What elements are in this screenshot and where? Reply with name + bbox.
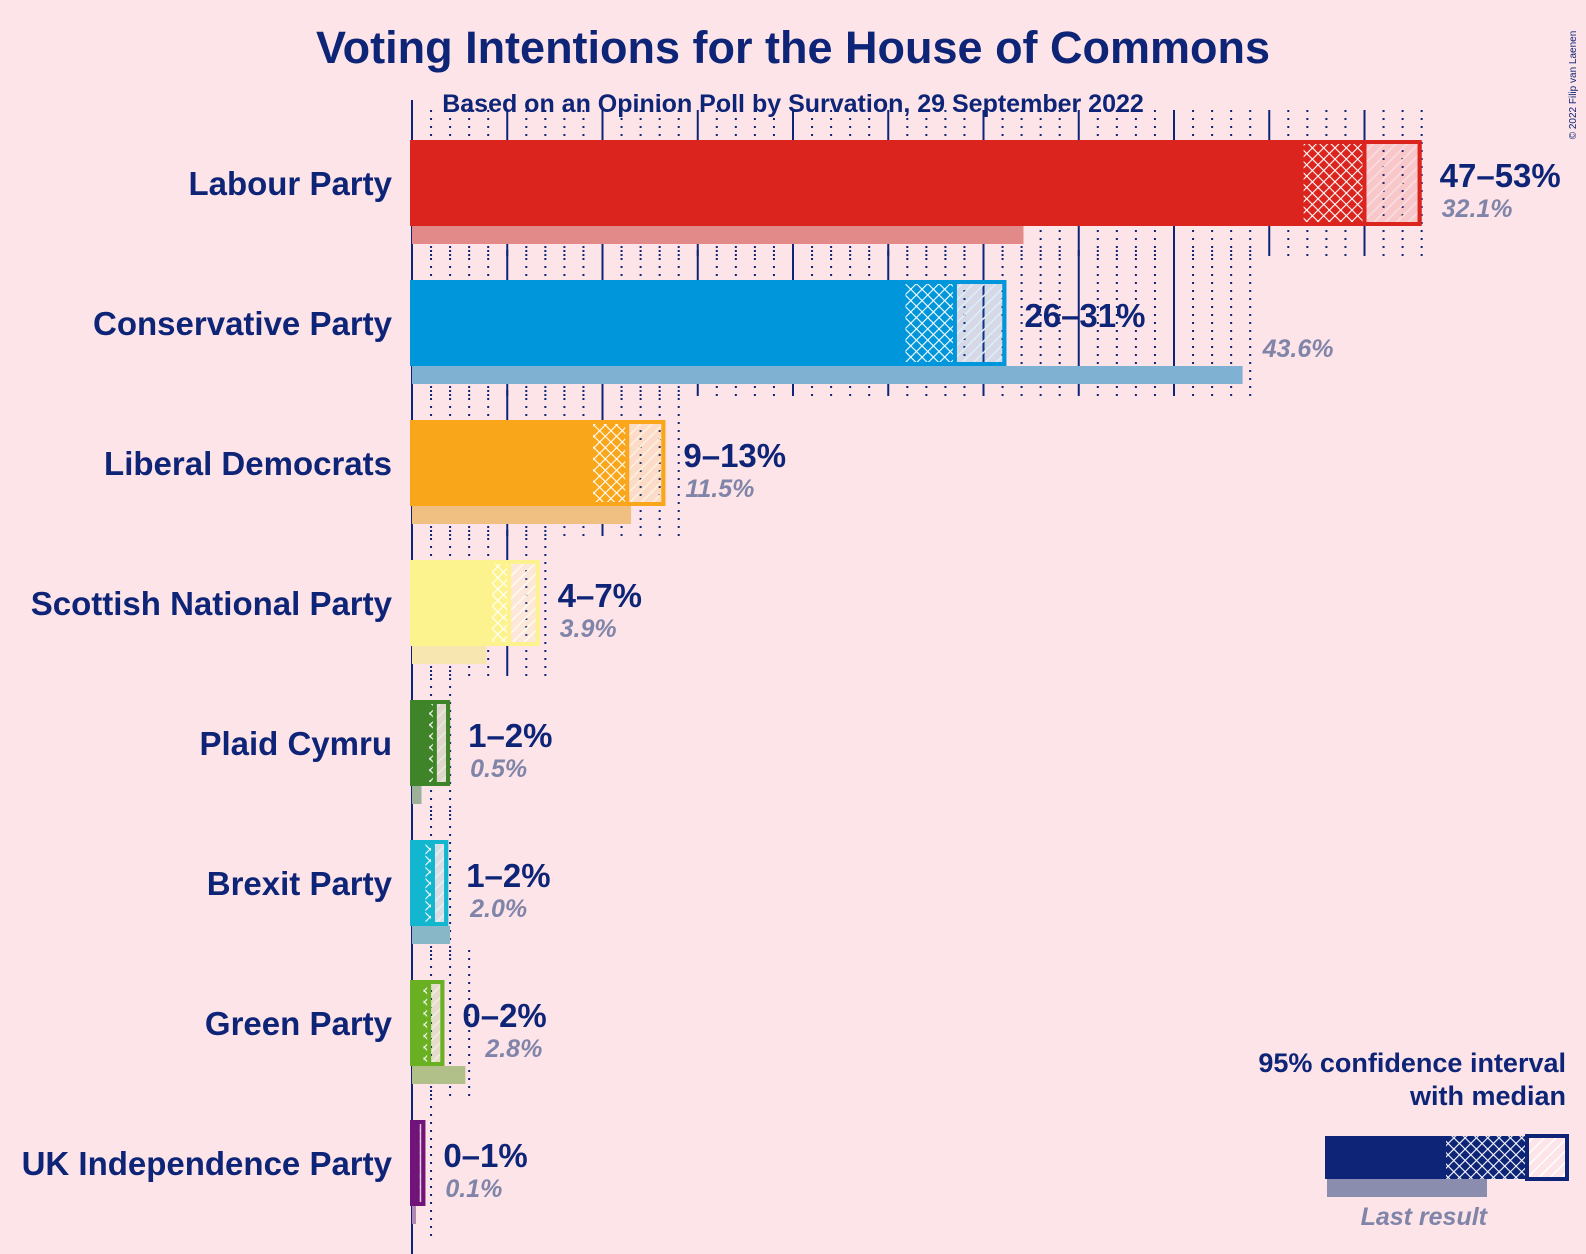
interval-outline: [901, 280, 1007, 366]
last-result-label: 0.1%: [445, 1175, 502, 1203]
last-result-label: 0.5%: [470, 755, 527, 783]
interval-bar-solid: [410, 840, 424, 926]
interval-bar-upper-tint: [509, 562, 538, 644]
interval-bar-solid: [410, 420, 592, 506]
interval-outline: [589, 420, 666, 506]
interval-bar-upper-tint: [417, 1122, 424, 1204]
legend-last-result-bar: [1327, 1179, 1487, 1197]
interval-bar-lower-pattern: [427, 700, 435, 786]
party-label: Liberal Democrats: [104, 445, 392, 482]
party-label: UK Independence Party: [22, 1145, 393, 1182]
last-result-bar: [412, 366, 1243, 384]
range-label: 0–2%: [462, 997, 546, 1034]
interval-bar-upper-tint: [1364, 142, 1420, 224]
legend-bar-solid: [1325, 1136, 1446, 1179]
last-result-bar: [412, 226, 1024, 244]
interval-outline: [1299, 140, 1422, 226]
party-label: Conservative Party: [93, 305, 393, 342]
legend-bar-hatch: [1525, 1134, 1569, 1181]
interval-bar-lower-pattern: [591, 420, 628, 506]
interval-bar-upper-tint: [429, 982, 443, 1064]
party-label: Labour Party: [188, 165, 392, 202]
legend: 95% confidence interval with median Last…: [1258, 1048, 1569, 1231]
party-label: Green Party: [205, 1005, 393, 1042]
interval-bar-solid: [410, 700, 428, 786]
interval-bar-upper-tint: [432, 842, 447, 924]
gridlines: [411, 100, 1423, 1254]
party-label: Scottish National Party: [31, 585, 393, 622]
last-result-label: 3.9%: [560, 615, 617, 643]
last-result-label: 2.8%: [484, 1035, 542, 1063]
party-label: Plaid Cymru: [199, 725, 392, 762]
range-label: 47–53%: [1440, 157, 1561, 194]
interval-outline: [411, 1120, 426, 1206]
legend-line1: 95% confidence interval: [1258, 1048, 1566, 1078]
interval-bar-solid: [410, 980, 422, 1066]
last-result-label: 43.6%: [1262, 335, 1334, 363]
interval-bar-upper-tint: [434, 702, 449, 784]
copyright-note: © 2022 Filip van Laenen: [1568, 31, 1579, 140]
range-label: 4–7%: [558, 577, 642, 614]
legend-last-result: Last result: [1361, 1203, 1489, 1231]
last-result-label: 32.1%: [1442, 195, 1513, 223]
interval-bar-lower-pattern: [421, 980, 430, 1066]
range-label: 1–2%: [468, 717, 552, 754]
range-label: 26–31%: [1024, 297, 1145, 334]
interval-outline: [425, 700, 451, 786]
last-result-bar: [412, 1206, 416, 1224]
interval-outline: [419, 980, 445, 1066]
last-result-bar: [412, 926, 451, 944]
interval-bar-lower-pattern: [490, 560, 510, 646]
party-label: Brexit Party: [207, 865, 393, 902]
interval-bar-upper-tint: [627, 422, 664, 504]
bars-group: Labour Party 47–53%32.1% Conservative Part…: [22, 140, 1561, 1224]
last-result-bar: [412, 506, 632, 524]
last-result-label: 11.5%: [685, 475, 754, 503]
legend-line2: with median: [1409, 1081, 1566, 1111]
interval-outline: [488, 560, 540, 646]
interval-bar-solid: [410, 140, 1302, 226]
last-result-bar: [412, 646, 487, 664]
range-label: 0–1%: [443, 1137, 527, 1174]
range-label: 9–13%: [683, 437, 786, 474]
interval-bar-upper-tint: [954, 282, 1005, 364]
last-result-bar: [412, 786, 422, 804]
interval-bar-solid: [410, 560, 491, 646]
interval-bar-lower-pattern: [1301, 140, 1365, 226]
interval-bar-lower-pattern: [903, 280, 955, 366]
last-result-label: 2.0%: [469, 895, 527, 923]
chart-title: Voting Intentions for the House of Commo…: [316, 22, 1270, 73]
interval-bar-solid: [410, 280, 904, 366]
last-result-bar: [412, 1066, 466, 1084]
legend-bar-crosshatch-overlay: [1446, 1136, 1527, 1179]
interval-bar-lower-pattern: [423, 840, 433, 926]
interval-outline: [421, 840, 449, 926]
range-label: 1–2%: [466, 857, 550, 894]
